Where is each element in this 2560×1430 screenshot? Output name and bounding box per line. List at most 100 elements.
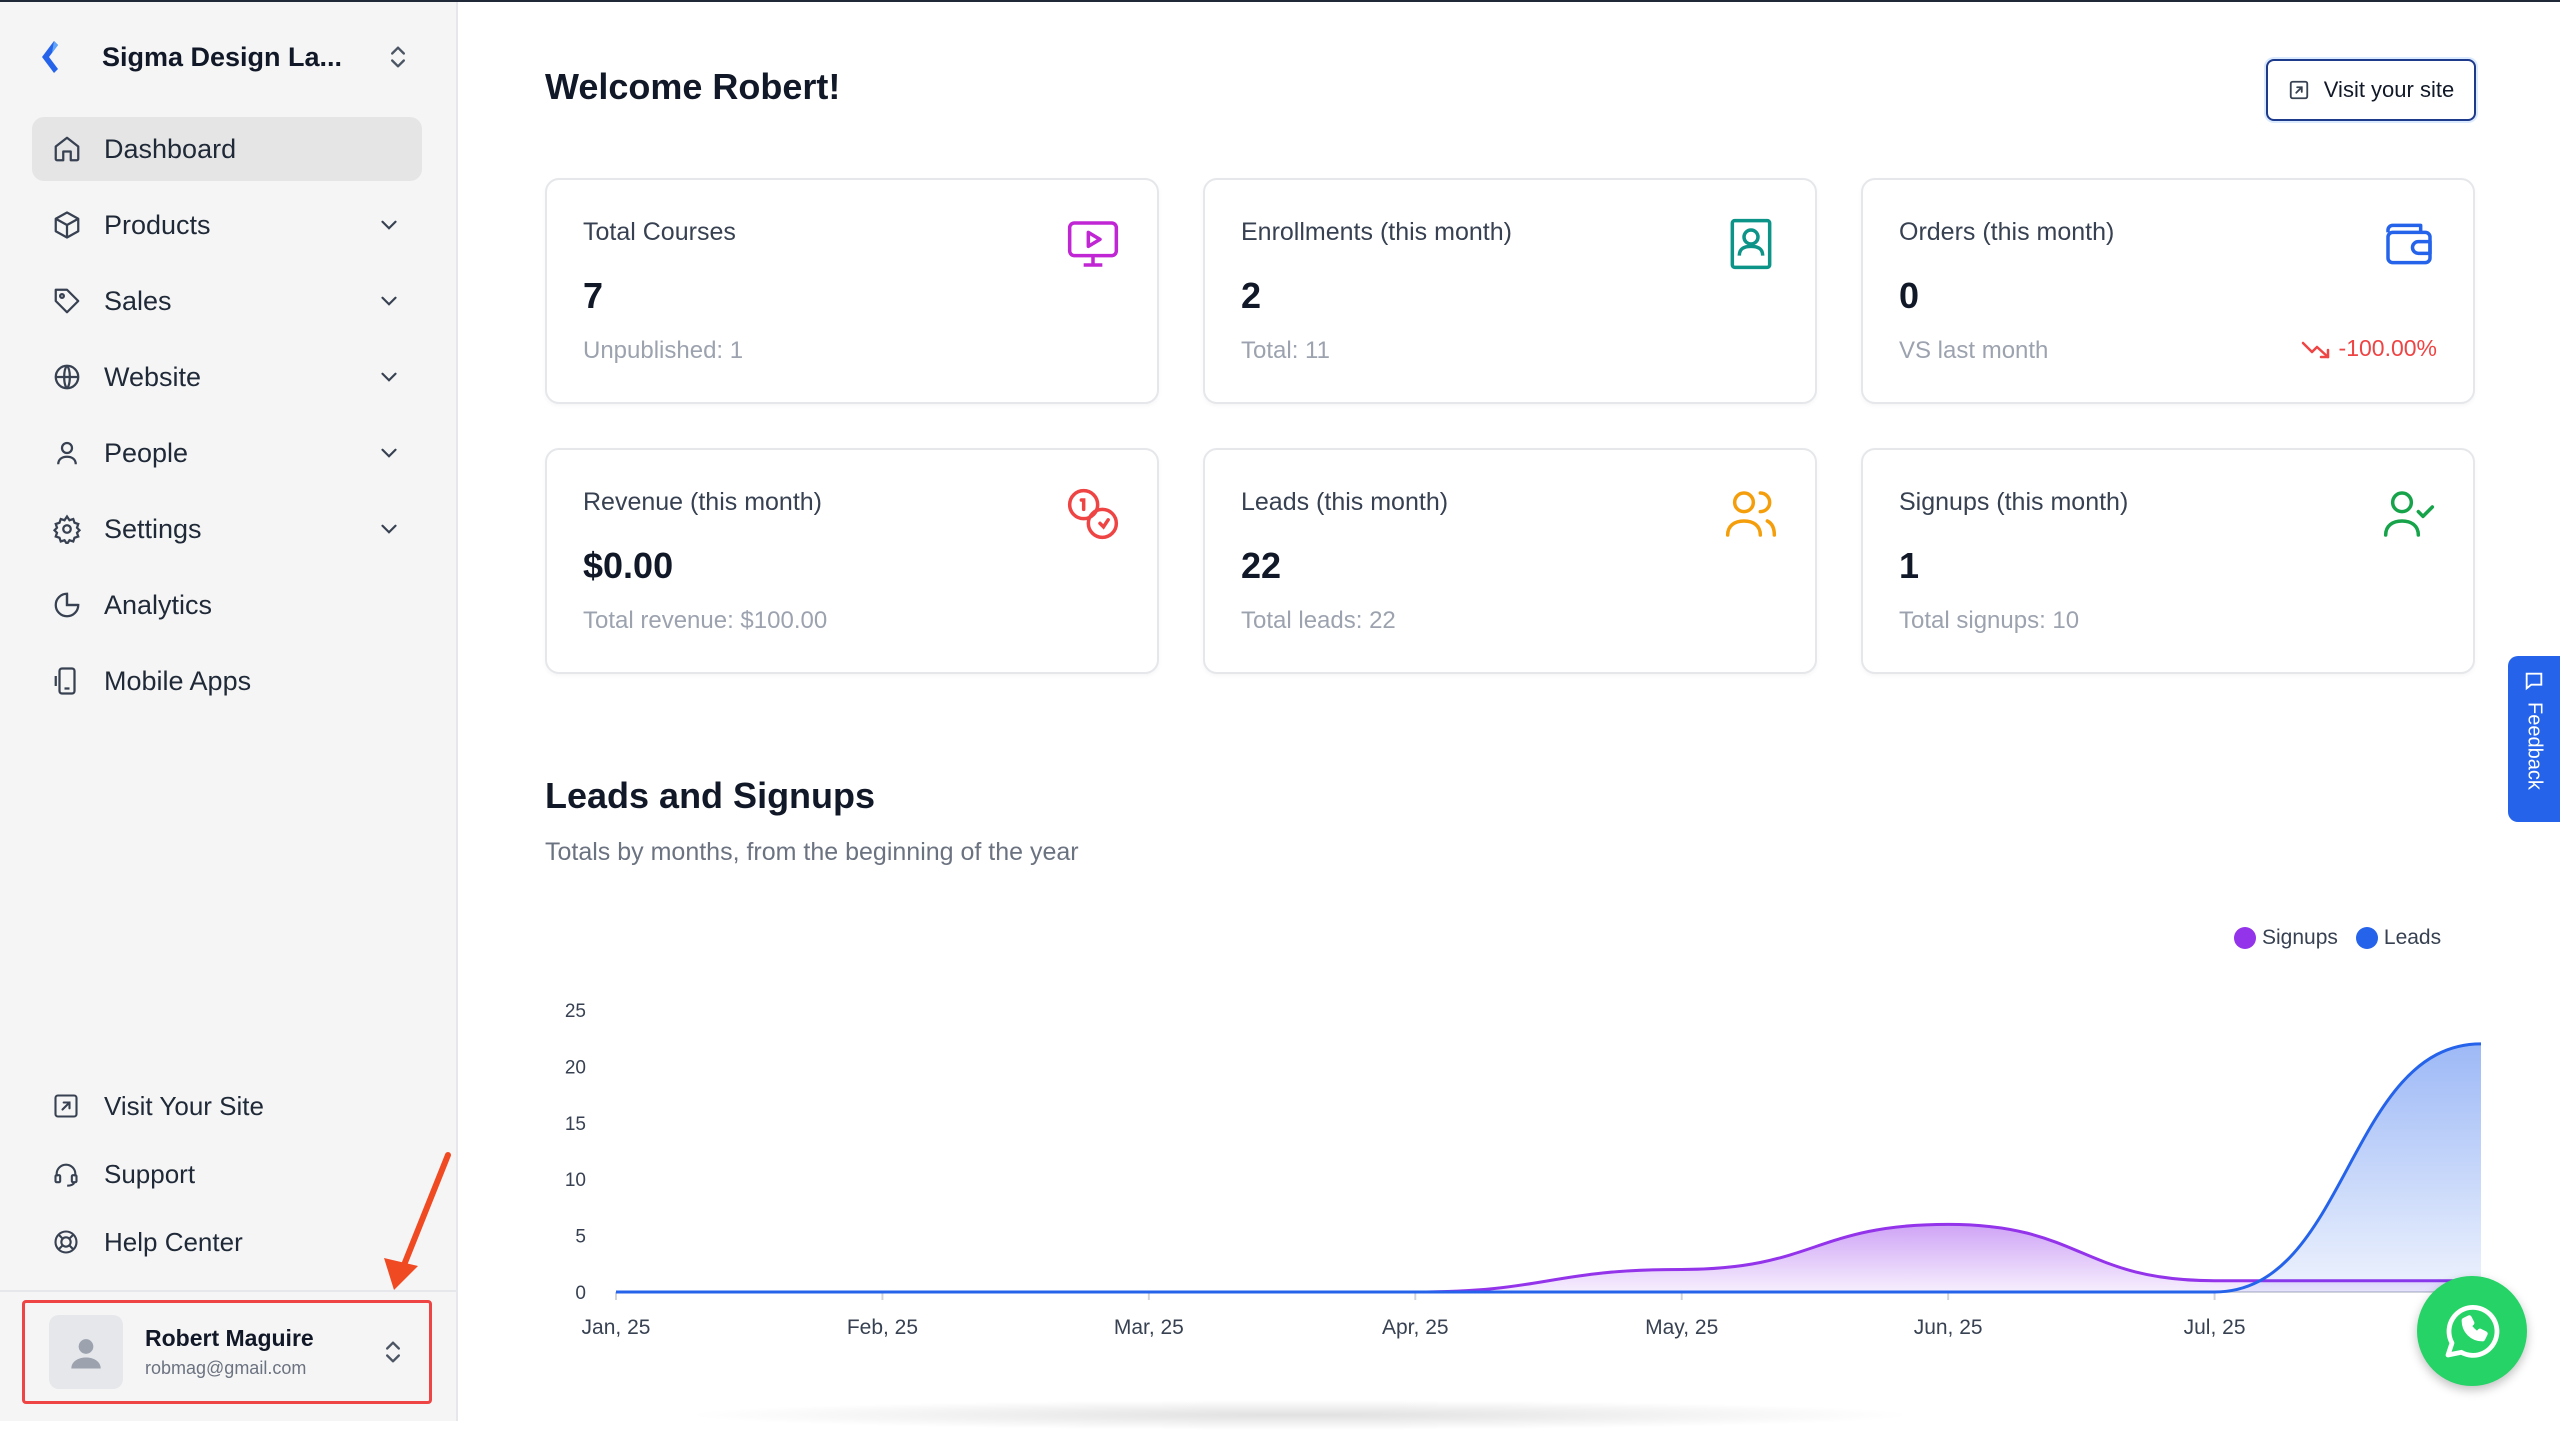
user-icon <box>57 441 77 465</box>
card-subtext: Total: 11 <box>1241 337 1330 364</box>
sidebar-item-analytics[interactable]: Analytics <box>32 573 422 637</box>
stat-card-orders[interactable]: Orders (this month) 0 VS last month -100… <box>1861 178 2475 404</box>
sidebar-item-label: Settings <box>104 513 202 544</box>
card-title: Orders (this month) <box>1899 218 2115 246</box>
orders-delta: -100.00% <box>2301 335 2437 362</box>
user-account-menu[interactable]: Robert Maguire robmag@gmail.com <box>22 1300 432 1404</box>
mobile-icon <box>54 667 76 695</box>
sidebar-item-sales[interactable]: Sales <box>32 269 422 333</box>
sidebar-item-visit-your-site[interactable]: Visit Your Site <box>32 1072 422 1140</box>
sidebar-bottom-nav: Visit Your Site Support Help Center <box>32 1072 422 1276</box>
legend-label: Signups <box>2262 926 2338 949</box>
visit-site-label: Visit your site <box>2323 77 2455 102</box>
legend-item-leads[interactable]: Leads <box>2355 926 2442 950</box>
sidebar-item-dashboard[interactable]: Dashboard <box>32 117 422 181</box>
y-tick-label: 25 <box>565 1001 586 1022</box>
card-subtext: Total signups: 10 <box>1899 607 2080 634</box>
sidebar-item-label: Analytics <box>104 589 213 620</box>
sidebar-item-label: People <box>104 437 189 468</box>
stat-card-leads[interactable]: Leads (this month) 22 Total leads: 22 <box>1203 448 1817 674</box>
whatsapp-chat-button[interactable] <box>2417 1276 2527 1386</box>
home-icon <box>54 136 80 162</box>
leads-signups-chart: 0 5 10 15 20 25 Jan, 25 Feb, 25 Mar, 25 Apr, 25 Ma… <box>565 1001 2500 1339</box>
feedback-tab[interactable]: Feedback <box>2508 656 2560 822</box>
card-value: 1 <box>1899 545 1920 586</box>
card-subtext: Unpublished: 1 <box>583 337 744 364</box>
legend-dot-leads <box>2355 927 2378 949</box>
brand-logo-icon <box>42 41 58 73</box>
stat-card-revenue[interactable]: Revenue (this month) $0.00 Total revenue… <box>545 448 1159 674</box>
series-line-leads[interactable] <box>615 1042 2482 1294</box>
user-name: Robert Maguire <box>145 1325 314 1351</box>
sidebar-item-label: Support <box>104 1158 196 1189</box>
window-top-border <box>0 0 2560 2</box>
card-subtext: Total leads: 22 <box>1241 607 1396 634</box>
legend-item-signups[interactable]: Signups <box>2234 926 2338 950</box>
x-tick-label: Mar, 25 <box>1114 1316 1184 1339</box>
card-subtext: Total revenue: $100.00 <box>583 607 828 634</box>
chevron-up-down-icon <box>391 46 405 68</box>
sidebar-item-settings[interactable]: Settings <box>32 497 422 561</box>
wallet-icon <box>2386 223 2432 265</box>
box-icon <box>54 211 80 239</box>
chevron-down-icon <box>381 372 397 382</box>
card-subtext: VS last month <box>1899 337 2049 364</box>
sidebar-item-label: Help Center <box>104 1226 243 1257</box>
delta-value: -100.00% <box>2338 335 2437 361</box>
sidebar-item-help-center[interactable]: Help Center <box>32 1208 422 1276</box>
coins-icon <box>1067 488 1119 540</box>
stat-card-signups[interactable]: Signups (this month) 1 Total signups: 10 <box>1861 448 2475 674</box>
page-title: Welcome Robert! <box>545 66 841 107</box>
tag-icon <box>54 288 80 314</box>
main-content: Welcome Robert! Visit your site Total Co… <box>458 0 2560 1421</box>
sidebar-item-mobile-apps[interactable]: Mobile Apps <box>32 649 422 713</box>
chevron-down-icon <box>381 296 397 306</box>
series-area-signups <box>616 1224 2481 1292</box>
chevron-up-down-icon <box>386 1341 400 1363</box>
visit-site-button[interactable]: Visit your site <box>2266 59 2476 121</box>
sidebar-item-website[interactable]: Website <box>32 345 422 409</box>
chevron-down-icon <box>381 524 397 534</box>
card-value: $0.00 <box>583 545 674 586</box>
card-value: 22 <box>1241 545 1282 586</box>
contact-book-icon <box>1730 218 1772 270</box>
sidebar-item-products[interactable]: Products <box>32 193 422 257</box>
card-title: Revenue (this month) <box>583 488 823 516</box>
pie-chart-icon <box>54 592 80 618</box>
sidebar-divider <box>0 1290 458 1292</box>
stat-card-enrollments[interactable]: Enrollments (this month) 2 Total: 11 <box>1203 178 1817 404</box>
x-tick-label: Jan, 25 <box>582 1316 651 1339</box>
sidebar-nav: Dashboard Products Sales Website People … <box>32 117 422 725</box>
legend-dot-signups <box>2234 927 2256 949</box>
sidebar-item-label: Products <box>104 209 211 240</box>
stat-card-total-courses[interactable]: Total Courses 7 Unpublished: 1 <box>545 178 1159 404</box>
lifebuoy-icon <box>54 1230 78 1254</box>
sidebar-item-label: Mobile Apps <box>104 665 252 696</box>
y-tick-label: 20 <box>565 1057 586 1078</box>
card-value: 0 <box>1899 275 1920 316</box>
card-title: Total Courses <box>583 218 736 246</box>
card-value: 2 <box>1241 275 1262 316</box>
workspace-switcher[interactable]: Sigma Design La... <box>32 30 412 84</box>
sidebar-item-label: Visit Your Site <box>104 1090 264 1121</box>
legend-label: Leads <box>2383 926 2442 949</box>
sidebar: Sigma Design La... Dashboard Products Sa… <box>0 0 458 1421</box>
user-check-icon <box>2383 491 2435 537</box>
user-info: Robert Maguire robmag@gmail.com <box>145 1325 379 1379</box>
monitor-play-icon <box>1067 221 1119 267</box>
y-tick-label: 0 <box>575 1283 586 1304</box>
card-title: Enrollments (this month) <box>1241 218 1512 246</box>
sidebar-item-label: Website <box>104 361 202 392</box>
sidebar-item-label: Dashboard <box>104 133 237 164</box>
series-line-signups[interactable] <box>615 1222 2481 1294</box>
x-tick-label: Apr, 25 <box>1382 1316 1449 1339</box>
external-link-icon <box>2289 80 2308 100</box>
sidebar-item-people[interactable]: People <box>32 421 422 485</box>
sidebar-item-support[interactable]: Support <box>32 1140 422 1208</box>
y-tick-label: 15 <box>565 1114 586 1135</box>
y-tick-label: 5 <box>575 1227 586 1248</box>
trending-down-icon <box>2301 341 2329 358</box>
x-tick-label: Jul, 25 <box>2184 1316 2246 1339</box>
chevron-down-icon <box>381 220 397 230</box>
chevron-down-icon <box>381 448 397 458</box>
